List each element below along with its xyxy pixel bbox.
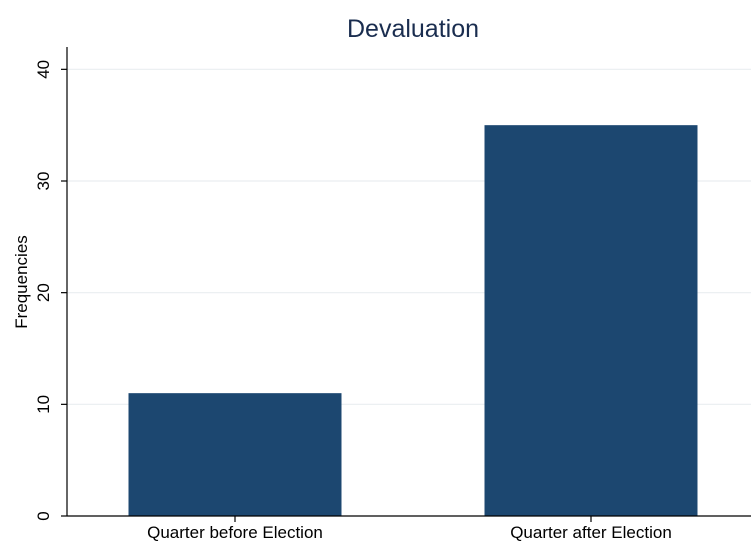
bars <box>128 125 698 517</box>
bar-1 <box>128 393 342 516</box>
y-tick-label: 10 <box>34 395 53 414</box>
y-axis-title: Frequencies <box>12 235 31 329</box>
bar-2 <box>484 125 698 517</box>
axes <box>66 47 751 517</box>
y-tick-label: 30 <box>34 172 53 191</box>
y-ticks: 0 10 20 30 40 <box>34 60 67 521</box>
x-ticks: Quarter before Election Quarter after Ele… <box>147 516 672 542</box>
y-tick-label: 40 <box>34 60 53 79</box>
y-tick-label: 20 <box>34 283 53 302</box>
x-tick-label: Quarter before Election <box>147 523 323 542</box>
y-tick-label: 0 <box>34 511 53 520</box>
x-tick-label: Quarter after Election <box>510 523 672 542</box>
chart-title: Devaluation <box>347 15 479 43</box>
